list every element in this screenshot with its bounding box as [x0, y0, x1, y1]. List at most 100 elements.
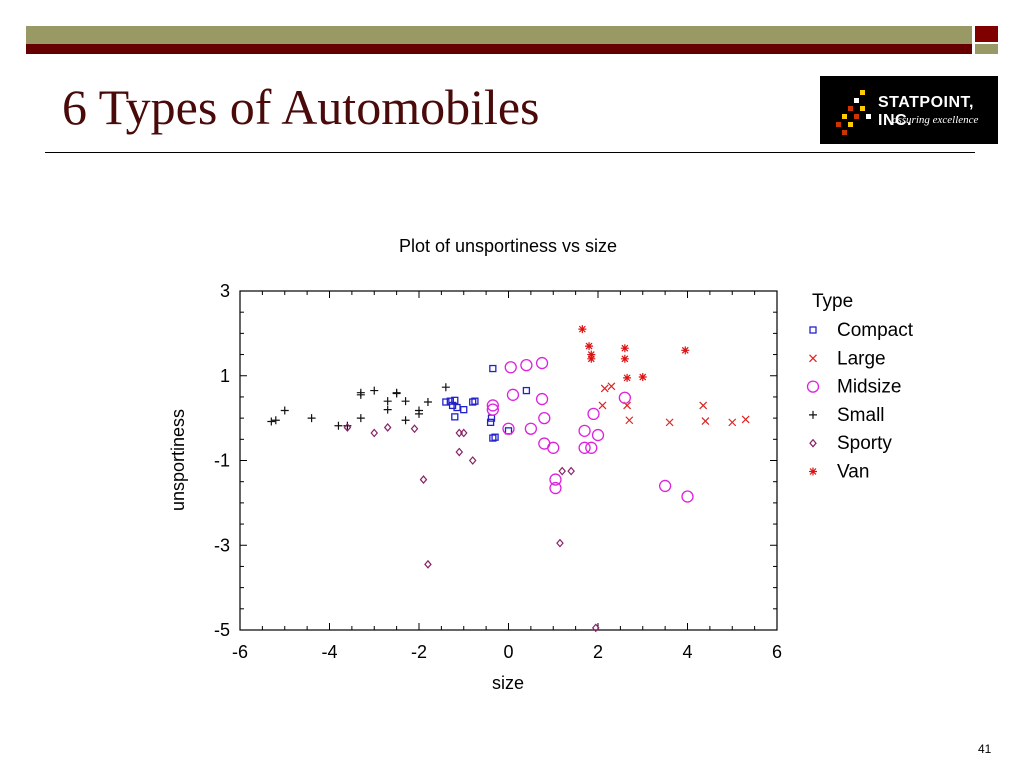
point-sporty — [410, 424, 419, 434]
point-midsize — [538, 411, 551, 425]
point-compact — [504, 427, 513, 435]
point-compact — [469, 398, 477, 406]
point-midsize — [681, 490, 694, 503]
point-midsize — [578, 424, 591, 437]
point-large — [600, 384, 609, 393]
legend-title: Type — [812, 291, 853, 312]
point-small — [307, 414, 316, 423]
logo-dot — [836, 122, 841, 127]
chart-title: Plot of unsportiness vs size — [399, 236, 617, 256]
statpoint-logo: STATPOINT, INC. assuring excellence — [820, 76, 998, 144]
point-compact — [489, 364, 497, 373]
point-sporty — [556, 538, 564, 548]
legend: Type Compact Large Midsize Small Sporty Van — [806, 291, 914, 483]
point-small — [356, 390, 365, 399]
logo-dot — [854, 114, 859, 119]
point-van — [587, 354, 596, 363]
y-tick-label: 3 — [220, 281, 230, 301]
point-sporty — [419, 475, 428, 484]
point-compact — [486, 418, 495, 427]
legend-label-midsize: Midsize — [837, 377, 901, 398]
point-midsize — [486, 399, 499, 412]
y-tick-label: -5 — [214, 620, 230, 640]
point-compact — [451, 396, 459, 404]
point-small — [370, 386, 379, 395]
legend-marker-sporty — [809, 438, 817, 448]
point-small — [392, 389, 401, 398]
x-tick-label: 2 — [593, 642, 603, 662]
point-large — [741, 415, 750, 424]
point-small — [423, 398, 432, 407]
legend-label-large: Large — [837, 348, 886, 369]
point-midsize — [547, 441, 560, 454]
logo-dot — [848, 106, 853, 111]
point-large — [728, 418, 737, 427]
point-midsize — [504, 361, 517, 374]
point-sporty — [591, 623, 600, 633]
point-compact — [491, 433, 499, 441]
logo-dot — [860, 106, 865, 111]
point-small — [441, 383, 450, 392]
legend-label-sporty: Sporty — [837, 433, 892, 454]
point-sporty — [424, 559, 432, 569]
point-midsize — [524, 422, 538, 435]
point-midsize — [506, 388, 520, 401]
point-midsize — [549, 481, 562, 495]
legend-label-van: Van — [837, 462, 869, 483]
point-sporty — [383, 423, 392, 432]
point-large — [701, 417, 710, 426]
point-compact — [471, 397, 479, 405]
corner-block-olive — [975, 44, 998, 54]
y-tick-label: 1 — [220, 366, 230, 386]
point-van — [587, 350, 596, 359]
point-van — [578, 325, 587, 334]
point-midsize — [486, 403, 499, 416]
point-sporty — [343, 423, 352, 432]
legend-marker-midsize — [806, 380, 820, 393]
point-compact — [460, 405, 468, 414]
point-small — [267, 417, 276, 426]
point-van — [681, 346, 690, 355]
point-large — [625, 416, 634, 425]
point-compact — [453, 403, 461, 412]
legend-marker-van — [809, 467, 817, 476]
axis-ticks — [239, 290, 778, 631]
x-tick-label: 0 — [503, 642, 513, 662]
point-large — [665, 418, 674, 427]
header-band-olive — [26, 26, 972, 44]
x-tick-label: -6 — [232, 642, 248, 662]
y-axis-label: unsportiness — [168, 409, 188, 511]
point-compact — [446, 397, 454, 405]
x-tick-label: -4 — [321, 642, 337, 662]
point-compact — [442, 398, 450, 406]
x-tick-label: 6 — [772, 642, 782, 662]
point-midsize — [618, 391, 631, 404]
point-compact — [451, 413, 459, 421]
logo-dot — [842, 130, 847, 135]
point-midsize — [585, 441, 598, 454]
point-midsize — [658, 479, 672, 493]
legend-label-small: Small — [837, 405, 885, 426]
y-tick-label: -3 — [214, 535, 230, 555]
plot-frame — [239, 290, 778, 631]
data-points — [267, 325, 750, 633]
point-midsize — [591, 428, 605, 442]
point-compact — [522, 386, 531, 395]
point-small — [383, 397, 392, 406]
point-van — [585, 342, 594, 351]
page-number: 41 — [978, 742, 992, 756]
point-van — [620, 354, 629, 363]
point-small — [356, 414, 365, 423]
logo-dot — [854, 98, 859, 103]
x-tick-label: -2 — [411, 642, 427, 662]
point-large — [699, 401, 708, 410]
logo-tagline: assuring excellence — [892, 114, 979, 126]
point-midsize — [587, 407, 600, 421]
legend-marker-small — [809, 410, 817, 419]
slide-title: 6 Types of Automobiles — [62, 79, 540, 135]
point-midsize — [535, 356, 549, 370]
point-compact — [489, 434, 497, 442]
point-sporty — [370, 428, 379, 438]
corner-block-maroon — [975, 26, 998, 42]
